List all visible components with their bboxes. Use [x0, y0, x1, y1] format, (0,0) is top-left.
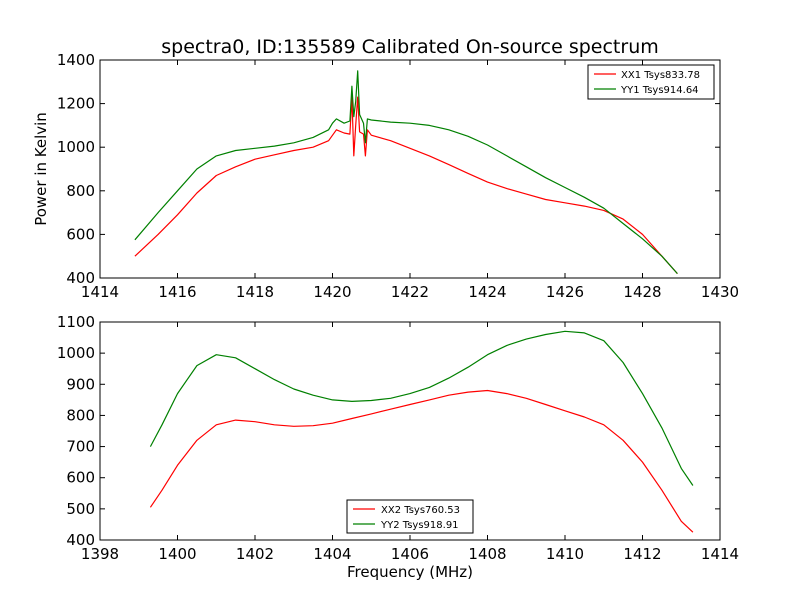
bottom-x-tick-label: 1406 — [391, 545, 429, 563]
top-legend-label-yy1: YY1 Tsys914.64 — [620, 85, 699, 96]
bottom-axis-ticks: 1398 1400 1402 1404 1406 1408 1410 1412 1414 400 5… — [57, 313, 739, 563]
bottom-series-line-0 — [149, 389, 694, 533]
top-x-tick-label: 1424 — [468, 283, 506, 301]
bottom-y-tick-label: 600 — [66, 469, 95, 487]
top-x-tick-label: 1418 — [236, 283, 274, 301]
top-y-tick-label: 400 — [66, 269, 95, 287]
bottom-x-tick-label: 1404 — [313, 545, 351, 563]
bottom-x-tick-label: 1410 — [546, 545, 584, 563]
top-axis-ticks: 1414 1416 1418 1420 1422 1424 1426 1428 1430 400 6… — [57, 51, 739, 301]
bottom-x-tick-label: 1408 — [468, 545, 506, 563]
top-legend: XX1 Tsys833.78 YY1 Tsys914.64 — [587, 64, 715, 100]
bottom-x-tick-label: 1402 — [236, 545, 274, 563]
top-plot-title: spectra0, ID:135589 Calibrated On-source… — [161, 36, 659, 58]
bottom-y-tick-label: 900 — [66, 375, 95, 393]
bottom-x-axis-label: Frequency (MHz) — [347, 563, 473, 581]
top-y-tick-label: 600 — [66, 225, 95, 243]
top-x-tick-label: 1422 — [391, 283, 429, 301]
bottom-y-tick-label: 1000 — [57, 344, 95, 362]
bottom-series-group — [149, 330, 694, 533]
bottom-x-tick-label: 1412 — [623, 545, 661, 563]
top-series-line-1 — [134, 70, 678, 274]
top-y-tick-label: 1000 — [57, 138, 95, 156]
bottom-legend-label-yy2: YY2 Tsys918.91 — [380, 520, 459, 531]
top-plot: spectra0, ID:135589 Calibrated On-source… — [32, 36, 739, 301]
top-y-tick-label: 1400 — [57, 51, 95, 69]
bottom-legend-label-xx2: XX2 Tsys760.53 — [381, 505, 460, 516]
top-y-axis-label: Power in Kelvin — [32, 112, 50, 226]
bottom-legend: XX2 Tsys760.53 YY2 Tsys918.91 — [346, 499, 474, 534]
top-x-tick-label: 1420 — [313, 283, 351, 301]
top-x-tick-label: 1430 — [701, 283, 739, 301]
top-legend-box — [587, 64, 715, 100]
bottom-x-tick-label: 1400 — [158, 545, 196, 563]
top-series-group — [134, 70, 678, 274]
top-y-tick-label: 800 — [66, 182, 95, 200]
bottom-plot: 1398 1400 1402 1404 1406 1408 1410 1412 1414 400 5… — [57, 313, 739, 581]
top-x-tick-label: 1428 — [623, 283, 661, 301]
top-x-tick-label: 1426 — [546, 283, 584, 301]
bottom-legend-box — [346, 499, 474, 534]
top-x-tick-label: 1416 — [158, 283, 196, 301]
top-series-line-0 — [134, 96, 678, 274]
bottom-x-tick-label: 1414 — [701, 545, 739, 563]
bottom-series-line-1 — [149, 330, 694, 486]
top-y-tick-label: 1200 — [57, 95, 95, 113]
bottom-y-tick-label: 800 — [66, 406, 95, 424]
bottom-y-tick-label: 1100 — [57, 313, 95, 331]
bottom-y-tick-label: 700 — [66, 438, 95, 456]
bottom-y-tick-label: 500 — [66, 500, 95, 518]
top-x-tick-label: 1414 — [81, 283, 119, 301]
bottom-y-tick-label: 400 — [66, 531, 95, 549]
top-legend-label-xx1: XX1 Tsys833.78 — [621, 70, 700, 81]
bottom-x-tick-label: 1398 — [81, 545, 119, 563]
